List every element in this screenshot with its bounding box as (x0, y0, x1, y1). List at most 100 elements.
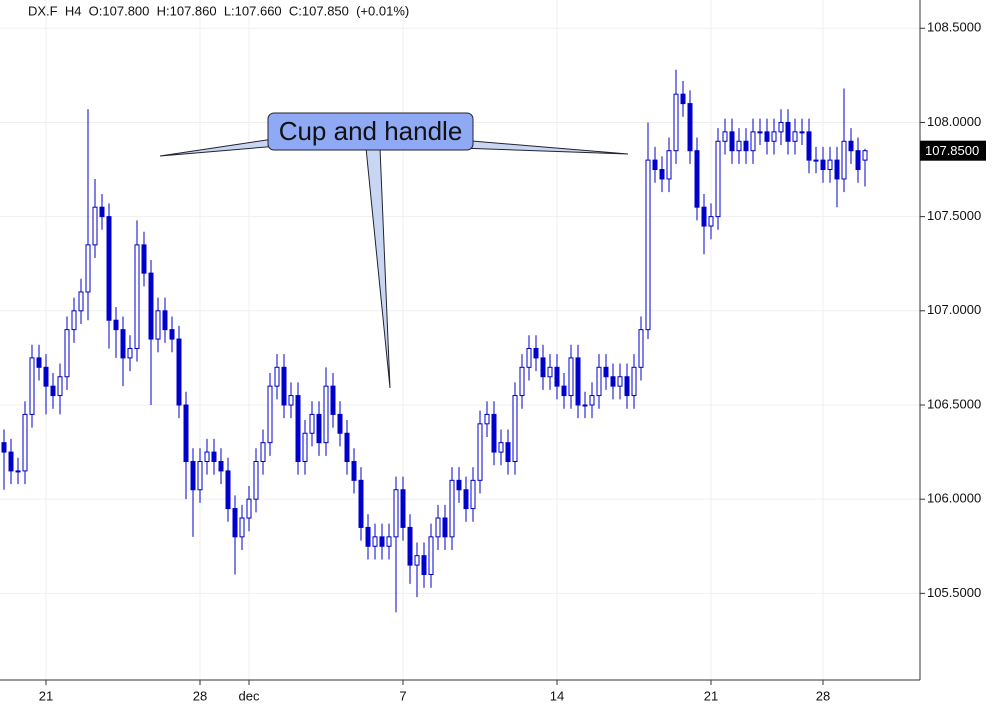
candle-body (568, 357, 574, 397)
candle-body (834, 159, 840, 180)
candle-body (638, 329, 644, 368)
candle-body (71, 310, 77, 331)
candle-body (218, 460, 224, 472)
candle-body (99, 206, 105, 218)
candle-body (701, 206, 707, 227)
y-tick-label: 107.5000 (927, 208, 981, 223)
candle-body (442, 517, 448, 538)
candle-body (1, 442, 7, 453)
candle-body (792, 131, 798, 142)
candle-body (827, 159, 833, 171)
candle-body (253, 460, 259, 500)
candle-body (232, 508, 238, 538)
candle-body (540, 357, 546, 378)
candle-body (211, 451, 217, 462)
candle-body (526, 347, 532, 368)
candle-body (603, 366, 609, 378)
candle-body (372, 536, 378, 547)
last-price-label: 107.8500 (925, 143, 979, 158)
candle-body (645, 159, 651, 331)
candle-body (582, 404, 588, 407)
x-tick-label: 21 (39, 688, 53, 703)
candle-body (456, 479, 462, 491)
candle-body (393, 489, 399, 538)
candle-body (589, 395, 595, 406)
candle-body (302, 432, 308, 462)
candle-body (764, 131, 770, 142)
candle-body (477, 423, 483, 481)
candle-body (15, 470, 21, 473)
candle-body (687, 103, 693, 152)
candle-body (92, 206, 98, 246)
candle-body (617, 376, 623, 387)
candle-body (743, 140, 749, 152)
y-tick-label: 108.0000 (927, 114, 981, 129)
candle-body (414, 555, 420, 566)
candle-body (22, 413, 28, 472)
candle-body (120, 329, 126, 359)
candle-body (512, 395, 518, 462)
candle-body (85, 244, 91, 293)
candle-body (134, 244, 140, 349)
candle-body (673, 93, 679, 152)
x-tick-label: 28 (816, 688, 830, 703)
y-tick-label: 106.0000 (927, 491, 981, 506)
candle-body (323, 385, 329, 444)
candle-body (386, 536, 392, 547)
candle-body (855, 150, 861, 171)
candle-body (239, 517, 245, 538)
candle-body (652, 159, 658, 171)
candle-body (43, 366, 49, 387)
candle-body (435, 517, 441, 538)
candle-body (344, 432, 350, 462)
y-tick-label: 105.5000 (927, 585, 981, 600)
candle-body (281, 366, 287, 406)
candle-body (491, 413, 497, 453)
candle-body (246, 498, 252, 519)
candle-body (288, 395, 294, 406)
candle-body (8, 451, 14, 472)
candle-body (722, 131, 728, 142)
candle-body (337, 413, 343, 434)
x-tick-label: 7 (399, 688, 406, 703)
candle-body (785, 121, 791, 142)
y-tick-label: 106.5000 (927, 396, 981, 411)
candle-body (659, 169, 665, 180)
candle-body (225, 470, 231, 510)
candle-body (365, 526, 371, 547)
candle-body (575, 357, 581, 406)
candle-body (407, 526, 413, 566)
candle-body (113, 319, 119, 331)
candle-body (274, 366, 280, 387)
candle-body (666, 150, 672, 180)
x-tick-label: 21 (704, 688, 718, 703)
candle-body (736, 140, 742, 152)
candle-body (561, 385, 567, 397)
candle-body (484, 413, 490, 425)
candle-body (862, 150, 868, 161)
candle-body (596, 366, 602, 397)
candle-body (204, 451, 210, 462)
candle-body (547, 366, 553, 378)
candle-body (806, 131, 812, 161)
candle-body (127, 347, 133, 359)
candle-body (309, 413, 315, 434)
candle-body (36, 357, 42, 368)
candle-body (470, 479, 476, 510)
candles (1, 69, 868, 613)
candle-body (610, 376, 616, 387)
y-tick-label: 107.0000 (927, 302, 981, 317)
x-tick-label: 28 (193, 688, 207, 703)
grid (0, 0, 920, 680)
candle-body (750, 131, 756, 152)
candle-body (715, 140, 721, 218)
candle-body (176, 338, 182, 406)
chart-title: DX.F H4 O:107.800 H:107.860 L:107.660 C:… (28, 3, 409, 18)
candle-body (141, 244, 147, 274)
candle-body (554, 366, 560, 387)
candle-body (820, 159, 826, 171)
candle-body (50, 385, 56, 397)
